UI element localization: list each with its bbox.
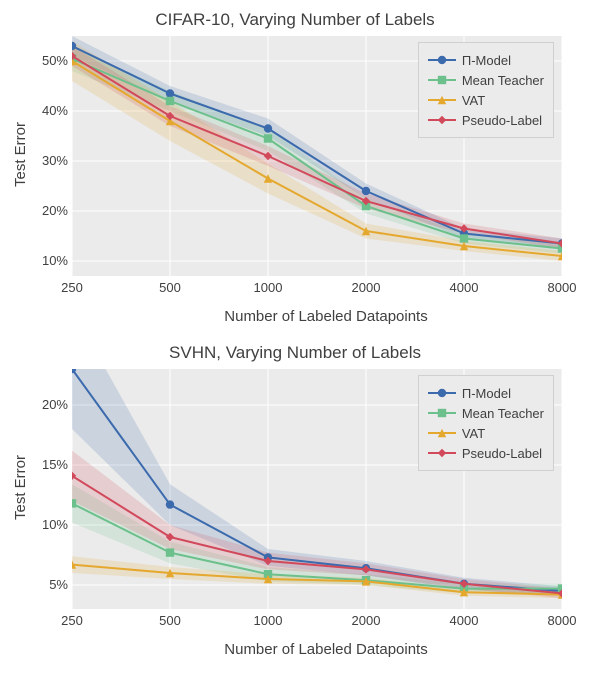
- legend-swatch: [428, 406, 456, 420]
- chart-title: SVHN, Varying Number of Labels: [10, 343, 580, 363]
- legend-label: VAT: [462, 426, 485, 441]
- legend-item: Π-Model: [428, 51, 544, 69]
- legend-swatch: [428, 426, 456, 440]
- legend: Π-Model Mean Teacher VAT Pseudo-Label: [418, 42, 554, 138]
- legend-label: Π-Model: [462, 53, 511, 68]
- x-tick-label: 2000: [348, 280, 384, 295]
- x-tick-label: 250: [54, 280, 90, 295]
- x-tick-label: 500: [152, 613, 188, 628]
- y-tick-label: 40%: [30, 103, 68, 118]
- x-tick-label: 500: [152, 280, 188, 295]
- y-tick-label: 10%: [30, 253, 68, 268]
- legend-label: Mean Teacher: [462, 406, 544, 421]
- legend: Π-Model Mean Teacher VAT Pseudo-Label: [418, 375, 554, 471]
- chart-svhn: SVHN, Varying Number of Labels Test Erro…: [10, 343, 580, 658]
- legend-swatch: [428, 446, 456, 460]
- x-tick-label: 8000: [544, 613, 580, 628]
- plot-wrapper: Test Error 250 500 1000 2000 4000 8000 5% 10% 15…: [10, 369, 580, 637]
- legend-item: Π-Model: [428, 384, 544, 402]
- legend-item: VAT: [428, 424, 544, 442]
- y-axis-label: Test Error: [12, 455, 29, 520]
- x-tick-label: 4000: [446, 613, 482, 628]
- y-tick-label: 15%: [30, 457, 68, 472]
- x-axis-label: Number of Labeled Datapoints: [72, 641, 580, 658]
- legend-item: Mean Teacher: [428, 71, 544, 89]
- chart-cifar10: CIFAR-10, Varying Number of Labels Test …: [10, 10, 580, 325]
- x-tick-label: 2000: [348, 613, 384, 628]
- x-tick-label: 4000: [446, 280, 482, 295]
- legend-item: VAT: [428, 91, 544, 109]
- legend-item: Mean Teacher: [428, 404, 544, 422]
- chart-title: CIFAR-10, Varying Number of Labels: [10, 10, 580, 30]
- legend-item: Pseudo-Label: [428, 111, 544, 129]
- legend-label: Mean Teacher: [462, 73, 544, 88]
- legend-label: Π-Model: [462, 386, 511, 401]
- x-tick-label: 1000: [250, 280, 286, 295]
- y-tick-label: 50%: [30, 53, 68, 68]
- legend-label: Pseudo-Label: [462, 446, 542, 461]
- y-tick-label: 20%: [30, 203, 68, 218]
- legend-label: Pseudo-Label: [462, 113, 542, 128]
- y-tick-label: 30%: [30, 153, 68, 168]
- y-tick-label: 20%: [30, 397, 68, 412]
- y-tick-label: 10%: [30, 517, 68, 532]
- legend-swatch: [428, 93, 456, 107]
- legend-swatch: [428, 53, 456, 67]
- legend-swatch: [428, 73, 456, 87]
- legend-swatch: [428, 113, 456, 127]
- x-tick-label: 250: [54, 613, 90, 628]
- legend-item: Pseudo-Label: [428, 444, 544, 462]
- legend-swatch: [428, 386, 456, 400]
- plot-wrapper: Test Error 250 500 1000 2000 4000 8000 10% 20% 3…: [10, 36, 580, 304]
- y-tick-label: 5%: [30, 577, 68, 592]
- y-axis-label: Test Error: [12, 122, 29, 187]
- x-tick-label: 1000: [250, 613, 286, 628]
- x-tick-label: 8000: [544, 280, 580, 295]
- x-axis-label: Number of Labeled Datapoints: [72, 308, 580, 325]
- legend-label: VAT: [462, 93, 485, 108]
